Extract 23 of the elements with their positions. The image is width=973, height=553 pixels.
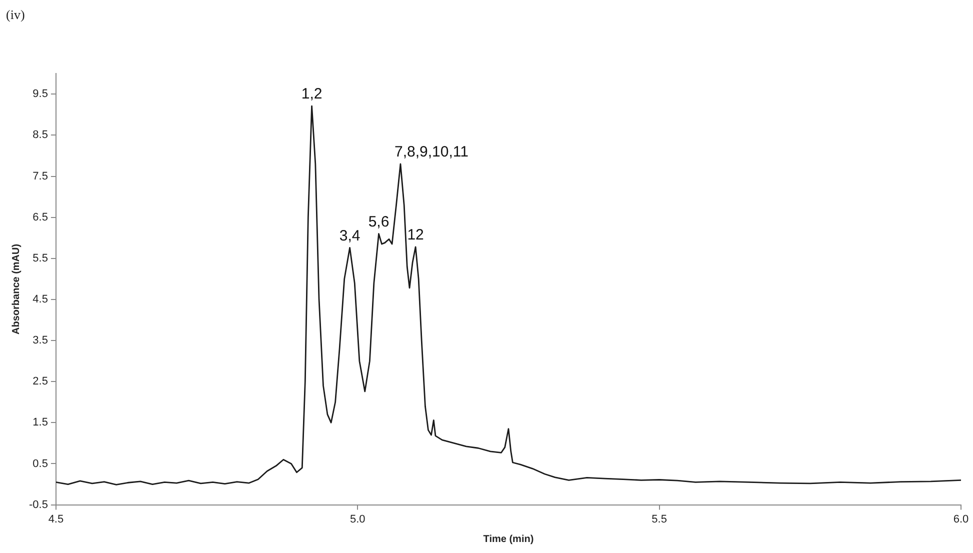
y-tick-label: 5.5 — [32, 252, 48, 264]
x-tick-label: 5.0 — [350, 513, 366, 526]
y-tick-label: 2.5 — [32, 376, 48, 388]
y-tick-label: 7.5 — [32, 170, 48, 182]
y-tick-label: 8.5 — [32, 129, 48, 142]
x-axis-title: Time (min) — [483, 534, 534, 545]
annotation: 1,2 — [301, 86, 322, 103]
y-tick-label: 0.5 — [32, 458, 48, 470]
y-tick-label: 3.5 — [32, 334, 48, 347]
annotation: 12 — [407, 226, 424, 244]
x-tick-label: 6.0 — [953, 513, 969, 526]
x-tick-label: 5.5 — [652, 513, 667, 526]
y-tick-label: 9.5 — [32, 88, 48, 100]
annotation: 7,8,9,10,11 — [394, 144, 468, 161]
x-tick-label: 4.5 — [48, 513, 64, 526]
y-tick-label: 6.5 — [32, 211, 48, 224]
annotation: 3,4 — [339, 227, 360, 244]
y-tick-label: -0.5 — [28, 498, 48, 511]
annotation: 5,6 — [368, 213, 390, 230]
y-axis-title: Absorbance (mAU) — [10, 244, 22, 334]
y-tick-label: 1.5 — [32, 416, 48, 429]
y-tick-label: 4.5 — [32, 294, 48, 306]
chart-title: (iv) — [6, 7, 25, 22]
